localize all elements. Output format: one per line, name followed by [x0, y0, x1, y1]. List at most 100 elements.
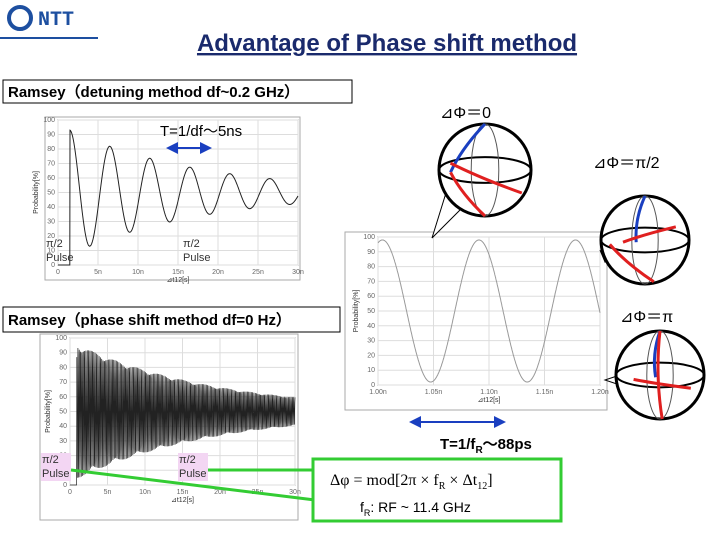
curve: [58, 129, 299, 266]
y-tick-label: 100: [363, 234, 375, 241]
section-label: Ramsey（phase shift method df=0 Hz）: [8, 311, 291, 329]
y-axis-label: Probability[%]: [45, 390, 52, 433]
pulse-label: π/2: [179, 454, 196, 466]
title: Advantage of Phase shift method: [197, 30, 577, 57]
pulse-label: π/2: [46, 238, 63, 250]
y-tick-label: 100: [43, 117, 55, 124]
y-tick-label: 90: [59, 350, 67, 357]
y-tick-label: 50: [367, 308, 375, 315]
pulse-label: π/2: [42, 454, 59, 466]
y-tick-label: 70: [59, 379, 67, 386]
y-tick-label: 70: [47, 161, 55, 168]
y-tick-label: 80: [47, 146, 55, 153]
y-tick-label: 40: [59, 423, 67, 430]
state-arrow: [449, 171, 487, 218]
formula-note: fR: RF ~ 11.4 GHz: [360, 499, 471, 518]
pulse-label: Pulse: [179, 468, 207, 480]
y-tick-label: 20: [367, 352, 375, 359]
x-tick-label: 0: [68, 489, 72, 496]
pulse-highlight: [178, 453, 208, 481]
x-tick-label: 1.20n: [591, 389, 609, 396]
curve: [377, 239, 601, 383]
x-tick-label: 30n: [292, 269, 304, 276]
text: R: [364, 508, 371, 518]
state-arrow: [449, 122, 487, 173]
y-tick-label: 50: [47, 190, 55, 197]
state-arrow: [608, 243, 655, 284]
y-axis-label: Probability[%]: [33, 171, 40, 214]
y-axis-label: Probability[%]: [353, 290, 360, 333]
logo-mark: [7, 5, 33, 31]
period-label: T=1/df～5ns: [160, 123, 242, 140]
pulse-label: Pulse: [183, 252, 211, 264]
text: T=1/f: [440, 436, 476, 453]
x-tick-label: 5n: [104, 489, 112, 496]
x-tick-label: 1.15n: [536, 389, 554, 396]
pulse-label: Pulse: [42, 468, 70, 480]
y-tick-label: 70: [367, 278, 375, 285]
text: R: [439, 481, 446, 492]
sphere: [599, 194, 691, 286]
y-tick-label: 90: [367, 249, 375, 256]
section-label: Ramsey（detuning method df~0.2 GHz）: [8, 83, 299, 101]
equator: [600, 226, 690, 254]
y-tick-label: 90: [47, 132, 55, 139]
y-tick-label: 40: [367, 323, 375, 330]
state-arrow: [656, 330, 664, 420]
chart-zoom: 0 10 20 30 40 50 60 70 80 90 100 1.00n 1.05n 1.10n 1.1…: [344, 231, 609, 411]
y-tick-label: 10: [47, 248, 55, 255]
formula: Δφ = mod[2π × fR × Δt12]: [330, 472, 493, 492]
text: Δφ = mod[2π × f: [330, 472, 439, 489]
text: ～88ps: [483, 436, 532, 453]
state-arrow: [622, 225, 677, 244]
text: f: [360, 499, 364, 515]
text: × Δt: [445, 472, 477, 489]
chart-top: 0 10 20 30 40 50 60 70 80 90 100 0 5n 10n 15n 20n 25n 30n…: [33, 116, 304, 284]
state-arrow: [449, 161, 523, 195]
x-axis-label: ⊿t12[s]: [478, 397, 501, 404]
y-tick-label: 0: [51, 262, 55, 269]
sphere-label: ⊿Φ＝0: [440, 105, 491, 122]
sphere-label: ⊿Φ＝π: [620, 309, 673, 326]
y-tick-label: 0: [63, 482, 67, 489]
label-box: [2, 306, 341, 333]
x-tick-label: 0: [56, 269, 60, 276]
y-tick-label: 0: [371, 382, 375, 389]
sphere-label: ⊿Φ＝π/2: [593, 155, 660, 172]
x-tick-label: 1.00n: [369, 389, 387, 396]
y-tick-label: 30: [59, 438, 67, 445]
pulse-label: π/2: [183, 238, 200, 250]
x-tick-label: 20n: [212, 269, 224, 276]
y-tick-label: 60: [367, 293, 375, 300]
y-tick-label: 100: [55, 335, 67, 342]
text: : RF ~ 11.4 GHz: [370, 499, 471, 515]
curve: [70, 347, 296, 486]
x-tick-label: 25n: [252, 269, 264, 276]
x-axis-label: ⊿t12[s]: [171, 497, 194, 504]
period-fr: T=1/fR～88ps: [440, 436, 532, 456]
logo: NTT: [38, 9, 74, 32]
y-tick-label: 30: [367, 338, 375, 345]
y-tick-label: 40: [47, 204, 55, 211]
y-tick-label: 80: [367, 264, 375, 271]
y-tick-label: 50: [59, 409, 67, 416]
x-tick-label: 1.05n: [425, 389, 443, 396]
y-tick-label: 80: [59, 364, 67, 371]
x-tick-label: 5n: [94, 269, 102, 276]
state-arrow: [633, 377, 691, 390]
equator: [438, 156, 532, 184]
spheres: [437, 122, 706, 421]
pulse-label: Pulse: [46, 252, 74, 264]
x-tick-label: 10n: [132, 269, 144, 276]
y-tick-label: 60: [59, 394, 67, 401]
y-tick-label: 60: [47, 175, 55, 182]
text: 12: [477, 481, 487, 492]
x-tick-label: 1.10n: [480, 389, 498, 396]
label-box: [2, 79, 353, 104]
y-tick-label: 10: [367, 367, 375, 374]
text: R: [475, 445, 483, 456]
x-tick-label: 20n: [214, 489, 226, 496]
y-tick-label: 20: [47, 233, 55, 240]
text: ]: [487, 472, 492, 489]
